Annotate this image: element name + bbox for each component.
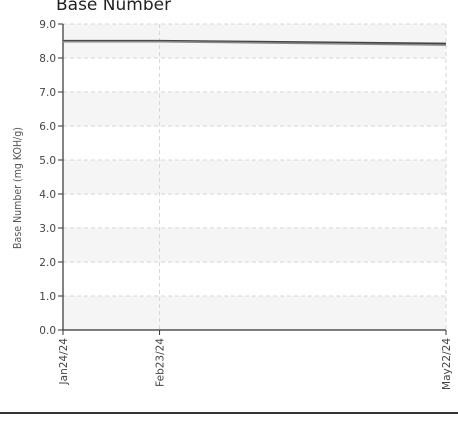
y-tick-label: 1.0 <box>39 291 56 303</box>
x-tick-label: Jan24/24 <box>58 338 70 386</box>
y-tick-label: 8.0 <box>39 53 56 65</box>
y-axis-label: Base Number (mg KOH/g) <box>12 127 24 249</box>
bottom-divider <box>0 412 458 414</box>
y-tick-label: 6.0 <box>39 121 56 133</box>
y-tick-label: 5.0 <box>39 155 56 167</box>
series-line-2 <box>63 40 447 46</box>
plot-band <box>63 228 446 262</box>
x-tick-label: May22/24 <box>441 338 453 390</box>
plot-bands <box>63 24 446 330</box>
y-ticks: 0.0 1.0 2.0 3.0 4.0 5.0 6.0 7.0 8.0 9.0 <box>39 19 63 337</box>
axes <box>62 24 446 331</box>
chart-title: Base Number <box>56 0 171 15</box>
y-tick-label: 0.0 <box>39 325 56 337</box>
y-tick-label: 2.0 <box>39 257 56 269</box>
y-tick-label: 4.0 <box>39 189 56 201</box>
series-lines <box>63 39 447 46</box>
x-tick-label: Feb23/24 <box>155 338 167 387</box>
grid-lines <box>62 23 447 330</box>
y-tick-label: 3.0 <box>39 223 56 235</box>
y-tick-label: 9.0 <box>39 19 56 31</box>
plot-band <box>63 160 446 194</box>
x-ticks: Jan24/24 Feb23/24 May22/24 <box>58 330 453 390</box>
plot-band <box>63 296 446 330</box>
plot-band <box>63 92 446 126</box>
y-tick-label: 7.0 <box>39 87 56 99</box>
